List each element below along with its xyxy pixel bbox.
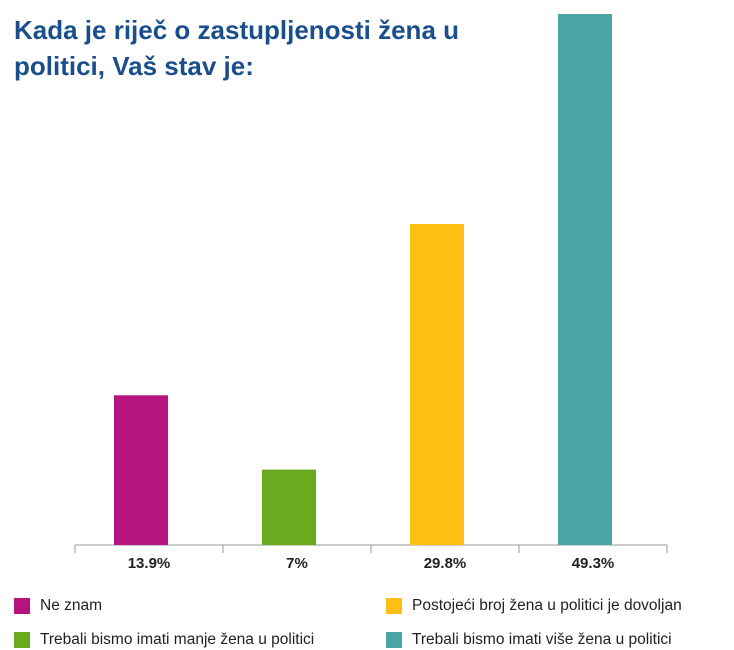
bar [114, 395, 168, 545]
legend-label: Ne znam [40, 597, 102, 614]
bar [558, 14, 612, 545]
value-label: 7% [286, 555, 308, 572]
chart-title: Kada je riječ o zastupljenosti žena u po… [14, 15, 460, 81]
legend-swatch [386, 632, 402, 648]
bar [410, 224, 464, 545]
value-label: 13.9% [128, 555, 171, 572]
value-label: 29.8% [424, 555, 467, 572]
bar [262, 469, 316, 545]
legend-swatch [386, 598, 402, 614]
legend-label: Trebali bismo imati više žena u politici [412, 631, 672, 648]
value-label: 49.3% [572, 555, 615, 572]
legend-label: Trebali bismo imati manje žena u politic… [40, 631, 314, 648]
legend-label: Postojeći broj žena u politici je dovolj… [412, 597, 682, 614]
legend-swatch [14, 632, 30, 648]
legend-swatch [14, 598, 30, 614]
